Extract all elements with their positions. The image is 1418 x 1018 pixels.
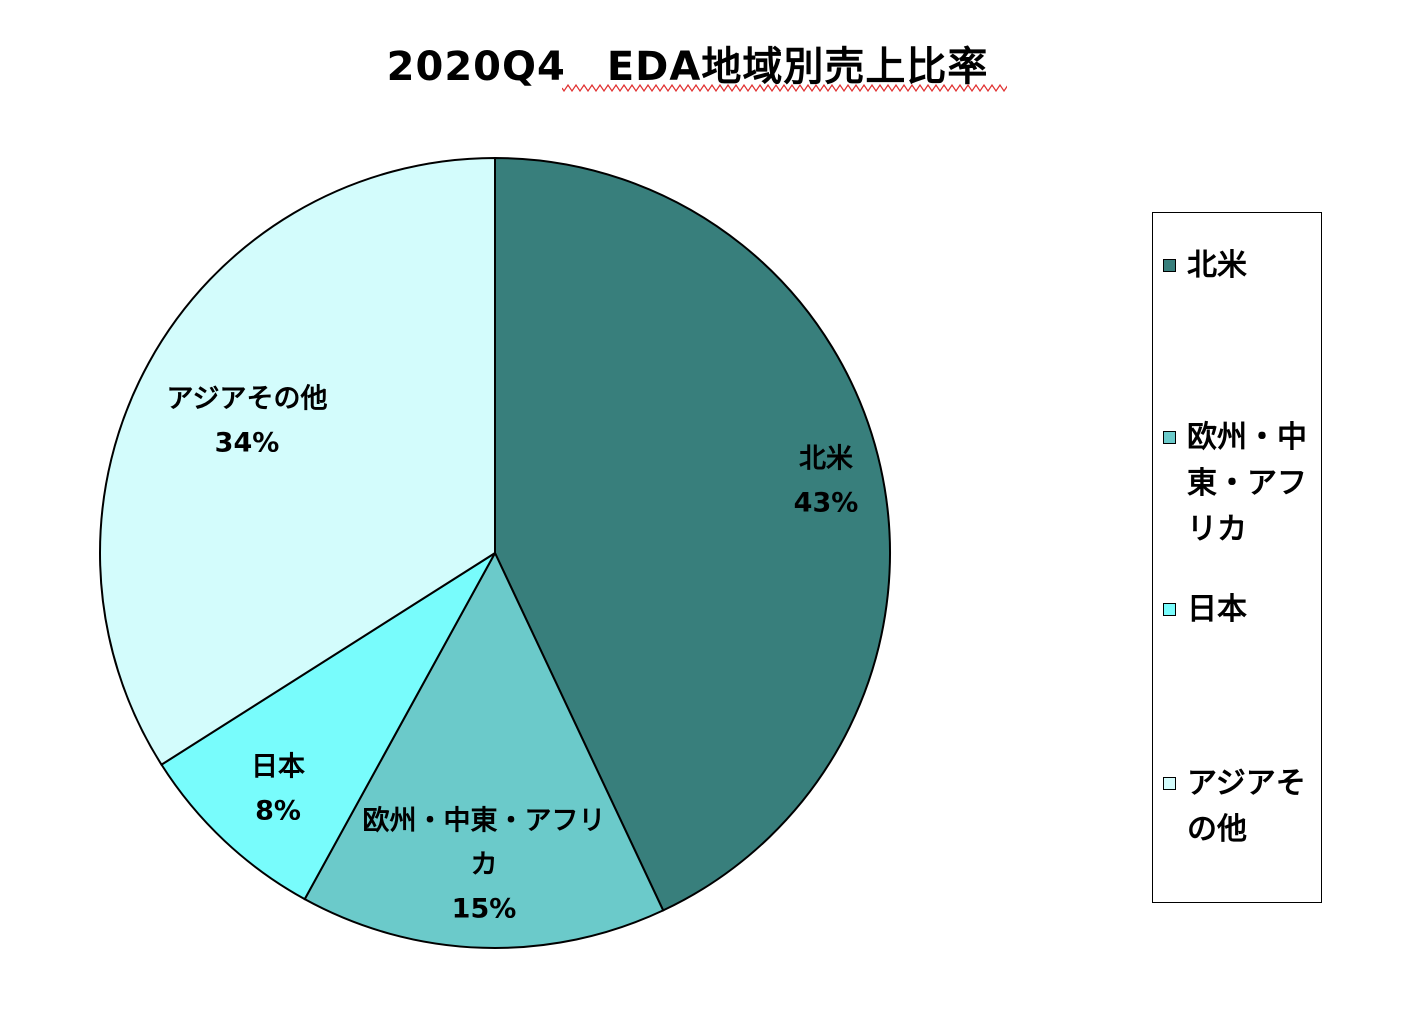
slice-label-value-1: 15% [452,894,517,925]
legend-label: アジアそ の他 [1187,766,1306,847]
slice-label-name-1-1: カ [471,850,498,881]
legend-swatch [1163,777,1176,790]
slice-label-name-2: 日本 [251,752,305,783]
legend-swatch [1163,603,1176,616]
legend-item-1: 欧州・中 東・アフ リカ [1163,415,1313,553]
slice-label-name-3: アジアその他 [167,384,328,415]
legend-label: 北米 [1187,248,1247,283]
legend-label: 日本 [1187,592,1247,627]
slice-label-value-0: 43% [794,488,859,519]
slice-label-value-3: 34% [215,428,280,459]
legend-swatch [1163,259,1176,272]
pie-slice-1 [303,550,665,949]
legend-item-3: アジアそ の他 [1163,761,1313,853]
pie-slice-2 [160,552,496,901]
slice-label-value-2: 8% [255,796,301,827]
slice-label-name-1-0: 欧州・中東・アフリ [363,806,606,837]
spellcheck-underline [562,84,1007,92]
legend-item-0: 北米 [1163,243,1313,289]
chart-title: 2020Q4 EDA地域別売上比率 [386,44,989,90]
legend-item-2: 日本 [1163,587,1313,633]
legend-label: 欧州・中 東・アフ リカ [1187,420,1307,547]
legend-swatch [1163,431,1176,444]
slice-label-name-0: 北米 [799,444,853,475]
legend: 北米欧州・中 東・アフ リカ日本アジアそ の他 [1152,212,1322,903]
pie-slice-0 [494,156,891,912]
pie-slice-3 [99,156,496,767]
